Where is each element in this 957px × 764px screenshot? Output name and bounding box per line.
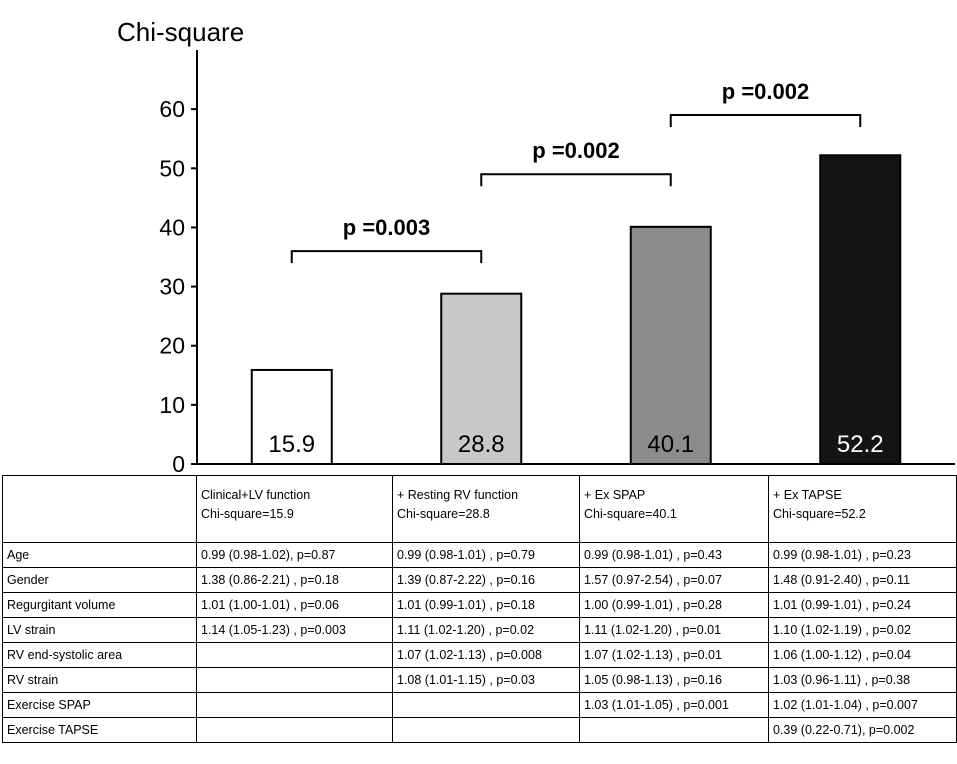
table-cell (196, 717, 393, 743)
table-cell: 0.99 (0.98-1.01) , p=0.23 (768, 542, 957, 568)
bar (250, 368, 333, 465)
table-cell: 1.38 (0.86-2.21) , p=0.18 (196, 567, 393, 593)
table-header-cell: Clinical+LV function Chi-square=15.9 (196, 475, 393, 543)
row-label: Exercise SPAP (2, 692, 197, 718)
table-header-cell: + Ex TAPSE Chi-square=52.2 (768, 475, 957, 543)
header-line1: + Ex SPAP (584, 488, 646, 502)
table-cell (579, 717, 769, 743)
y-tick-label: 60 (159, 96, 185, 122)
table-row: RV strain 1.08 (1.01-1.15) , p=0.03 1.05 (… (2, 667, 957, 693)
table-cell: 1.03 (1.01-1.05) , p=0.001 (579, 692, 769, 718)
row-label: Regurgitant volume (2, 592, 197, 618)
bar (629, 225, 712, 465)
model-results-body: Clinical+LV function Chi-square=15.9 + Res… (2, 475, 957, 743)
table-cell: 1.02 (1.01-1.04) , p=0.007 (768, 692, 957, 718)
table-cell (392, 692, 580, 718)
table-cell (392, 717, 580, 743)
y-tick-label: 20 (159, 333, 185, 359)
chi-square-bar-chart: Chi-square 0 10 20 30 40 50 60 15.9 28.8 40.1 52.… (117, 17, 955, 475)
table-row: Exercise TAPSE 0.39 (0.22-0.71), p=0.002 (2, 717, 957, 743)
row-label: RV end-systolic area (2, 642, 197, 668)
table-cell: 1.06 (1.00-1.12) , p=0.04 (768, 642, 957, 668)
table-cell: 1.39 (0.87-2.22) , p=0.16 (392, 567, 580, 593)
row-label: RV strain (2, 667, 197, 693)
table-header-row: Clinical+LV function Chi-square=15.9 + Res… (2, 475, 957, 543)
y-tick-label: 30 (159, 274, 185, 300)
table-cell: 1.00 (0.99-1.01) , p=0.28 (579, 592, 769, 618)
y-tick-label: 10 (159, 392, 185, 418)
bar-data-label: 52.2 (837, 431, 884, 458)
table-cell: 1.01 (0.99-1.01) , p=0.24 (768, 592, 957, 618)
significance-bracket (290, 250, 483, 264)
y-tick-label: 40 (159, 214, 185, 240)
header-line2: Chi-square=40.1 (584, 507, 677, 521)
header-line1: Clinical+LV function (201, 488, 311, 502)
table-row: RV end-systolic area 1.07 (1.02-1.13) , p… (2, 642, 957, 668)
table-cell: 0.39 (0.22-0.71), p=0.002 (768, 717, 957, 743)
table-cell: 1.11 (1.02-1.20) , p=0.02 (392, 617, 580, 643)
table-cell (196, 642, 393, 668)
p-value-label: p =0.002 (722, 79, 809, 104)
table-cell: 1.11 (1.02-1.20) , p=0.01 (579, 617, 769, 643)
table-cell: 1.08 (1.01-1.15) , p=0.03 (392, 667, 580, 693)
table-cell (196, 667, 393, 693)
table-cell: 1.01 (1.00-1.01) , p=0.06 (196, 592, 393, 618)
bar (440, 292, 523, 465)
row-label: Gender (2, 567, 197, 593)
p-value-annotations: p =0.003 p =0.002 p =0.002 (290, 79, 862, 264)
table-cell: 1.07 (1.02-1.13) , p=0.01 (579, 642, 769, 668)
bar-series (250, 154, 902, 465)
table-cell: 1.48 (0.91-2.40) , p=0.11 (768, 567, 957, 593)
header-line1: + Ex TAPSE (773, 488, 842, 502)
row-label: Age (2, 542, 197, 568)
header-line1: + Resting RV function (397, 488, 519, 502)
table-cell (196, 692, 393, 718)
table-row: LV strain 1.14 (1.05-1.23) , p=0.003 1.11 … (2, 617, 957, 643)
table-cell: 1.57 (0.97-2.54) , p=0.07 (579, 567, 769, 593)
table-cell: 1.05 (0.98-1.13) , p=0.16 (579, 667, 769, 693)
table-cell: 1.01 (0.99-1.01) , p=0.18 (392, 592, 580, 618)
table-cell: 1.14 (1.05-1.23) , p=0.003 (196, 617, 393, 643)
table-row: Exercise SPAP 1.03 (1.01-1.05) , p=0.001 1… (2, 692, 957, 718)
significance-bracket (669, 114, 862, 128)
y-tick-label: 50 (159, 155, 185, 181)
header-line2: Chi-square=28.8 (397, 507, 490, 521)
table-header-cell (2, 475, 197, 543)
table-cell: 0.99 (0.98-1.01) , p=0.79 (392, 542, 580, 568)
table-row: Gender 1.38 (0.86-2.21) , p=0.18 1.39 (0.8… (2, 567, 957, 593)
p-value-label: p =0.002 (532, 138, 619, 163)
significance-bracket (480, 173, 672, 187)
bar-data-label: 40.1 (647, 431, 694, 458)
p-value-label: p =0.003 (343, 215, 430, 240)
bar (819, 154, 902, 465)
header-line2: Chi-square=52.2 (773, 507, 866, 521)
table-header-cell: + Ex SPAP Chi-square=40.1 (579, 475, 769, 543)
table-cell: 1.07 (1.02-1.13) , p=0.008 (392, 642, 580, 668)
table-cell: 0.99 (0.98-1.01) , p=0.43 (579, 542, 769, 568)
y-tick-label: 0 (172, 451, 185, 475)
bar-data-label: 28.8 (458, 431, 505, 458)
chart-title: Chi-square (117, 17, 244, 47)
table-header-cell: + Resting RV function Chi-square=28.8 (392, 475, 580, 543)
bar-data-labels: 15.9 28.8 40.1 52.2 (268, 431, 883, 458)
model-results-table: Clinical+LV function Chi-square=15.9 + Res… (2, 475, 957, 743)
header-line2: Chi-square=15.9 (201, 507, 294, 521)
table-cell: 1.10 (1.02-1.19) , p=0.02 (768, 617, 957, 643)
row-label: LV strain (2, 617, 197, 643)
row-label: Exercise TAPSE (2, 717, 197, 743)
bar-data-label: 15.9 (268, 431, 315, 458)
table-row: Age 0.99 (0.98-1.02), p=0.87 0.99 (0.98-1.… (2, 542, 957, 568)
table-row: Regurgitant volume 1.01 (1.00-1.01) , p=0… (2, 592, 957, 618)
table-cell: 0.99 (0.98-1.02), p=0.87 (196, 542, 393, 568)
y-axis-ticks: 0 10 20 30 40 50 60 (159, 96, 197, 475)
table-cell: 1.03 (0.96-1.11) , p=0.38 (768, 667, 957, 693)
